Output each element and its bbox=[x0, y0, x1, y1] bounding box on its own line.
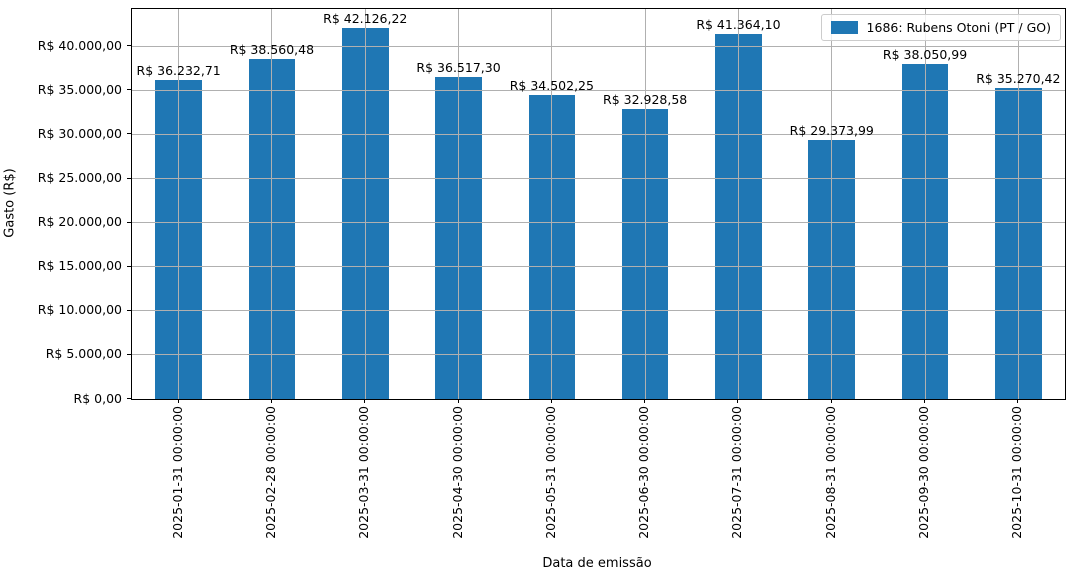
y-tick-mark bbox=[127, 398, 131, 399]
y-tick-label: R$ 30.000,00 bbox=[37, 125, 122, 141]
y-tick-mark bbox=[127, 89, 131, 91]
y-tick-label: R$ 15.000,00 bbox=[37, 258, 122, 274]
y-tick-mark bbox=[127, 177, 131, 179]
x-tick-label: 2025-07-31 00:00:00 bbox=[729, 406, 745, 539]
legend-label: 1686: Rubens Otoni (PT / GO) bbox=[866, 20, 1051, 35]
bar-value-label: R$ 29.373,99 bbox=[789, 123, 874, 138]
y-axis-label: Gasto (R$) bbox=[2, 168, 18, 238]
bar-value-label: R$ 41.364,10 bbox=[696, 17, 781, 33]
x-tick-label: 2025-01-31 00:00:00 bbox=[169, 406, 185, 539]
y-tick-label: R$ 35.000,00 bbox=[37, 81, 122, 97]
x-tick-label: 2025-08-31 00:00:00 bbox=[822, 406, 838, 539]
bar-value-label: R$ 32.928,58 bbox=[603, 91, 688, 107]
x-axis-label: Data de emissão bbox=[542, 556, 652, 571]
legend-swatch bbox=[830, 21, 858, 34]
bar-value-label: R$ 36.232,71 bbox=[136, 62, 221, 78]
x-tick-label: 2025-10-31 00:00:00 bbox=[1009, 406, 1025, 539]
y-tick-label: R$ 0,00 bbox=[73, 390, 122, 406]
x-tick-mark bbox=[644, 399, 646, 403]
x-tick-mark bbox=[457, 399, 459, 403]
bar-value-label: R$ 38.560,48 bbox=[229, 42, 315, 57]
x-tick-mark bbox=[830, 399, 832, 403]
bar-value-label: R$ 36.517,30 bbox=[416, 60, 501, 76]
bar-labels-layer: R$ 36.232,71 R$ 38.560,48 R$ 42.126,22 R$ 3… bbox=[132, 9, 1065, 399]
y-tick-label: R$ 10.000,00 bbox=[37, 302, 122, 318]
y-tick-mark bbox=[127, 309, 131, 311]
x-tick-mark bbox=[924, 399, 926, 403]
y-tick-label: R$ 40.000,00 bbox=[37, 37, 122, 53]
bar-value-label: R$ 38.050,99 bbox=[882, 46, 968, 62]
y-tick-mark bbox=[127, 353, 131, 355]
x-tick-label: 2025-09-30 00:00:00 bbox=[916, 406, 932, 539]
x-tick-label: 2025-04-30 00:00:00 bbox=[449, 406, 465, 539]
bar-value-label: R$ 34.502,25 bbox=[509, 77, 594, 93]
y-tick-mark bbox=[127, 265, 131, 267]
x-tick-mark bbox=[364, 399, 366, 403]
x-tick-mark bbox=[1017, 399, 1019, 403]
bar-value-label: R$ 35.270,42 bbox=[976, 71, 1061, 87]
x-tick-mark bbox=[550, 399, 552, 403]
y-tick-label: R$ 25.000,00 bbox=[37, 170, 122, 186]
y-tick-mark bbox=[127, 133, 131, 135]
y-tick-label: R$ 5.000,00 bbox=[45, 346, 122, 362]
x-tick-label: 2025-03-31 00:00:00 bbox=[356, 406, 372, 539]
x-tick-label: 2025-05-31 00:00:00 bbox=[542, 406, 558, 539]
bar-value-label: R$ 42.126,22 bbox=[323, 10, 408, 26]
legend: 1686: Rubens Otoni (PT / GO) bbox=[820, 14, 1061, 41]
plot-area: R$ 36.232,71 R$ 38.560,48 R$ 42.126,22 R$ 3… bbox=[131, 8, 1066, 400]
x-tick-mark bbox=[737, 399, 739, 403]
x-tick-mark bbox=[270, 399, 272, 403]
x-tick-label: 2025-06-30 00:00:00 bbox=[636, 406, 652, 539]
x-tick-label: 2025-02-28 00:00:00 bbox=[262, 406, 278, 539]
y-tick-mark bbox=[127, 221, 131, 223]
y-tick-mark bbox=[127, 45, 131, 47]
y-tick-label: R$ 20.000,00 bbox=[37, 214, 122, 230]
x-tick-mark bbox=[177, 399, 179, 403]
